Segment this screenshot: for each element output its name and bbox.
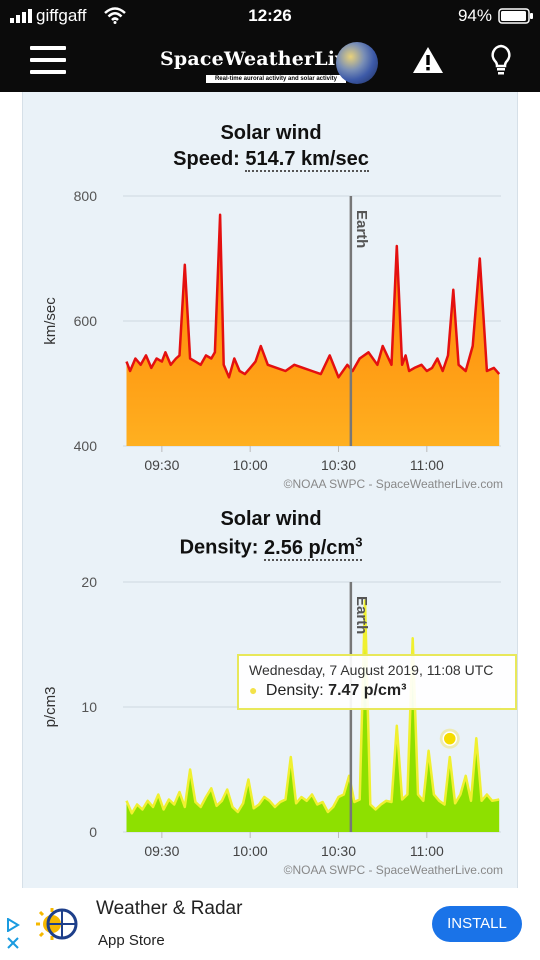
alert-warning-icon[interactable] xyxy=(412,46,444,74)
logo-title: SpaceWeatherLive xyxy=(160,48,359,70)
y-axis-label: km/sec xyxy=(42,297,59,345)
y-tick-label: 20 xyxy=(81,574,97,590)
y-tick-label: 600 xyxy=(74,313,98,329)
tooltip-dot-icon: ● xyxy=(249,682,258,698)
series-area xyxy=(126,214,500,446)
tooltip-label: Density: xyxy=(265,682,324,699)
earth-label: Earth xyxy=(353,210,370,248)
series-line xyxy=(125,213,501,379)
lightbulb-icon[interactable] xyxy=(490,44,512,76)
y-axis-label: p/cm3 xyxy=(42,687,59,728)
x-tick-label: 10:30 xyxy=(321,457,356,473)
weather-radar-app-icon xyxy=(36,908,78,940)
x-tick-label: 09:30 xyxy=(144,457,179,473)
x-tick-label: 11:00 xyxy=(410,843,444,859)
ad-banner[interactable]: Weather & Radar App Store INSTALL xyxy=(0,888,540,960)
y-tick-label: 10 xyxy=(81,699,97,715)
earth-label: Earth xyxy=(353,596,370,634)
hamburger-menu-icon[interactable] xyxy=(30,46,66,76)
carrier-name: giffgaff xyxy=(36,6,87,25)
density-chart-panel: Solar wind Density: 2.56 p/cm3 0 10 20 p/cm… xyxy=(23,492,519,888)
tooltip-value: 7.47 p/cm³ xyxy=(328,682,407,699)
signal-strength-icon xyxy=(10,9,32,23)
logo-tagline: Real-time auroral activity and solar act… xyxy=(206,75,346,83)
speed-chart[interactable]: 400 600 800 km/sec 09:30 10:00 10:30 11:00 Earth… xyxy=(23,92,519,492)
y-tick-label: 800 xyxy=(74,188,98,204)
chart-tooltip: Wednesday, 7 August 2019, 11:08 UTC ● De… xyxy=(237,654,517,710)
battery-icon xyxy=(498,8,533,24)
ad-choices-icon[interactable] xyxy=(6,918,20,932)
series-area xyxy=(126,600,500,832)
wifi-icon xyxy=(104,7,126,24)
x-tick-label: 10:00 xyxy=(233,457,268,473)
globe-icon xyxy=(336,42,378,84)
speed-chart-subtitle: Speed: 514.7 km/sec xyxy=(23,148,519,172)
highlight-point xyxy=(442,731,458,746)
status-bar: giffgaff 12:26 94% xyxy=(0,0,540,32)
chart-credit: ©NOAA SWPC - SpaceWeatherLive.com xyxy=(284,477,503,491)
ad-app-title: Weather & Radar xyxy=(96,898,243,919)
density-label: Density: xyxy=(179,536,259,559)
x-tick-label: 11:00 xyxy=(410,457,444,473)
ad-close-icon[interactable] xyxy=(6,936,20,950)
nav-bar: SpaceWeatherLive Real-time auroral activ… xyxy=(0,32,540,92)
app-header: giffgaff 12:26 94% SpaceWeatherLive Real… xyxy=(0,0,540,92)
charts-content: Solar wind Speed: 514.7 km/sec 400 600 800… xyxy=(22,92,518,888)
speed-value: 514.7 km/sec xyxy=(245,148,369,172)
x-tick-label: 10:00 xyxy=(233,843,268,859)
series-line xyxy=(125,599,500,815)
status-time: 12:26 xyxy=(248,6,292,25)
chart-credit: ©NOAA SWPC - SpaceWeatherLive.com xyxy=(284,863,503,877)
x-tick-label: 10:30 xyxy=(321,843,356,859)
x-tick-label: 09:30 xyxy=(144,843,179,859)
density-value: 2.56 p/cm3 xyxy=(264,534,363,561)
density-chart-subtitle: Density: 2.56 p/cm3 xyxy=(23,534,519,561)
speed-label: Speed: xyxy=(173,148,240,170)
tooltip-row: ● Density: 7.47 p/cm³ xyxy=(249,682,505,700)
site-logo[interactable]: SpaceWeatherLive Real-time auroral activ… xyxy=(160,38,382,88)
density-chart-title: Solar wind xyxy=(220,508,322,530)
y-tick-label: 400 xyxy=(74,438,98,454)
y-tick-label: 0 xyxy=(89,824,97,840)
ad-store-name: App Store xyxy=(98,932,165,949)
density-chart[interactable]: 0 10 20 p/cm3 09:30 10:00 10:30 11:00 Earth ©NOAA… xyxy=(23,492,519,888)
speed-chart-panel: Solar wind Speed: 514.7 km/sec 400 600 800… xyxy=(23,92,519,492)
install-button[interactable]: INSTALL xyxy=(432,906,522,942)
speed-chart-title: Solar wind xyxy=(220,122,322,144)
tooltip-date: Wednesday, 7 August 2019, 11:08 UTC xyxy=(249,662,494,678)
battery-percentage: 94% xyxy=(457,6,492,25)
